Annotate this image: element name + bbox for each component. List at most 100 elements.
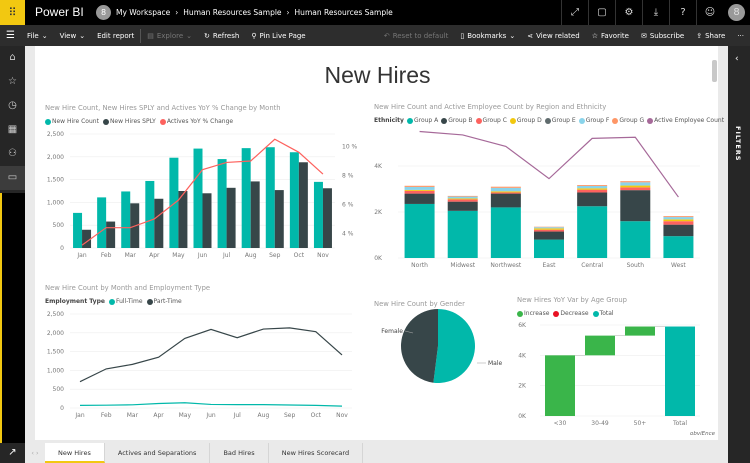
legend-label: Total — [599, 310, 614, 317]
view-related-label: View related — [536, 31, 580, 40]
favorite-label: Favorite — [600, 31, 629, 40]
legend-item[interactable]: Group G — [612, 117, 644, 124]
legend-item[interactable]: Increase — [517, 310, 549, 317]
help-icon[interactable]: ? — [669, 0, 696, 25]
chevron-left-icon[interactable]: ‹ — [735, 54, 739, 64]
tab-bad-hires[interactable]: Bad Hires — [210, 443, 269, 463]
legend-label: Decrease — [560, 310, 589, 317]
legend-label: Group G — [619, 117, 645, 124]
workspace-avatar: 8 — [96, 5, 111, 20]
legend-label: Group F — [585, 117, 610, 124]
fullscreen-icon[interactable]: ⤢ — [561, 0, 588, 25]
legend-item[interactable]: New Hire Count — [45, 118, 99, 125]
scrollbar[interactable] — [712, 60, 717, 82]
legend-item[interactable]: Group A — [406, 117, 439, 124]
tab-new-hires-scorecard[interactable]: New Hires Scorecard — [269, 443, 364, 463]
legend-item[interactable]: Group C — [475, 117, 507, 124]
filters-pane[interactable]: ‹ FILTERS — [728, 46, 750, 463]
tab-scroll-arrows[interactable]: ‹ › — [31, 449, 39, 457]
legend-item[interactable]: Total — [592, 310, 614, 317]
explore-menu[interactable]: ▤ Explore ⌄ — [147, 31, 193, 40]
legend-item[interactable]: Active Employee Count — [647, 117, 724, 124]
user-avatar[interactable]: 8 — [728, 4, 745, 21]
refresh-label: Refresh — [212, 31, 240, 40]
divider — [140, 28, 142, 43]
file-menu[interactable]: File ⌄ — [26, 31, 48, 40]
download-icon[interactable]: ⤓ — [642, 0, 669, 25]
legend-label: Full-Time — [115, 298, 143, 305]
undo-icon: ↶ — [383, 31, 390, 40]
comment-icon[interactable]: ▢ — [588, 0, 615, 25]
filters-label: FILTERS — [734, 126, 742, 162]
related-icon: ⋖ — [527, 31, 534, 40]
legend-label: Increase — [524, 310, 550, 317]
view-menu[interactable]: View ⌄ — [59, 31, 86, 40]
legend-item[interactable]: Part-Time — [146, 298, 182, 305]
chevron-right-icon: › — [175, 8, 179, 17]
legend-item[interactable]: Actives YoY % Change — [159, 118, 234, 125]
top-bar: ⠿ Power BI 8 My Workspace › Human Resourc… — [0, 0, 750, 25]
star-icon[interactable]: ☆ — [8, 76, 17, 87]
reset-to-default-button[interactable]: ↶ Reset to default — [384, 32, 449, 40]
legend-label: Group B — [448, 117, 473, 124]
legend-label: Actives YoY % Change — [166, 118, 234, 125]
share-button[interactable]: ⇪ Share — [696, 32, 725, 40]
file-label: File — [26, 31, 39, 40]
waffle-icon[interactable]: ⠿ — [0, 0, 25, 25]
view-related-button[interactable]: ⋖ View related — [527, 32, 579, 40]
expand-icon[interactable]: ↗ — [0, 443, 25, 463]
hamburger-icon[interactable]: ☰ — [6, 30, 15, 41]
legend-item[interactable]: Decrease — [553, 310, 589, 317]
view-label: View — [59, 31, 77, 40]
star-icon: ☆ — [591, 31, 598, 40]
chart1-legend: New Hire Count New Hires SPLY Actives Yo… — [45, 118, 233, 125]
reset-label: Reset to default — [392, 31, 449, 40]
breadcrumb-workspace[interactable]: My Workspace — [116, 8, 171, 17]
legend-label: Group E — [551, 117, 576, 124]
pin-icon: ⚲ — [251, 31, 257, 40]
explore-label: Explore — [156, 31, 184, 40]
bookmarks-menu[interactable]: ▯ Bookmarks ⌄ — [460, 31, 516, 40]
smiley-icon[interactable]: ☺ — [696, 0, 723, 25]
tab-new-hires[interactable]: New Hires — [45, 443, 105, 463]
legend-label: New Hires SPLY — [109, 118, 156, 125]
legend-label: Active Employee Count — [654, 117, 725, 124]
legend-item[interactable]: Full-Time — [108, 298, 143, 305]
legend-label: Group A — [413, 117, 439, 124]
chart2-title: New Hire Count and Active Employee Count… — [374, 103, 607, 111]
breadcrumb-report[interactable]: Human Resources Sample — [294, 8, 393, 17]
home-icon[interactable]: ⌂ — [9, 52, 16, 63]
workspaces-icon[interactable]: ▭ — [0, 166, 25, 190]
legend-title: Ethnicity — [374, 117, 404, 124]
favorite-button[interactable]: ☆ Favorite — [592, 32, 629, 40]
action-bar: ☰ File ⌄ View ⌄ Edit report ▤ Explore ⌄ ↻ Ref… — [0, 25, 750, 46]
chart4-title: New Hire Count by Gender — [374, 300, 465, 308]
obvience-logo: obviEnce — [690, 431, 716, 437]
bookmarks-label: Bookmarks — [467, 31, 507, 40]
breadcrumb-app[interactable]: Human Resources Sample — [183, 8, 282, 17]
refresh-button[interactable]: ↻ Refresh — [204, 32, 239, 40]
legend-label: Group C — [482, 117, 507, 124]
tab-actives-and-separations[interactable]: Actives and Separations — [105, 443, 211, 463]
pin-live-page-button[interactable]: ⚲ Pin Live Page — [251, 32, 305, 40]
page-tabs: ‹ › New Hires Actives and Separations Ba… — [25, 443, 728, 463]
shared-icon[interactable]: ⚇ — [8, 148, 17, 159]
legend-item[interactable]: Group F — [578, 117, 610, 124]
legend-item[interactable]: Group E — [544, 117, 576, 124]
legend-label: New Hire Count — [52, 118, 99, 125]
recent-icon[interactable]: ◷ — [8, 100, 17, 111]
pin-label: Pin Live Page — [259, 31, 306, 40]
subscribe-button[interactable]: ✉ Subscribe — [641, 32, 684, 40]
mail-icon: ✉ — [640, 31, 647, 40]
nav-spacer — [0, 193, 25, 443]
legend-item[interactable]: Group B — [441, 117, 473, 124]
legend-item[interactable]: New Hires SPLY — [102, 118, 156, 125]
apps-icon[interactable]: ▦ — [7, 124, 18, 135]
legend-item[interactable]: Group D — [509, 117, 542, 124]
refresh-icon: ↻ — [204, 31, 210, 40]
edit-report-button[interactable]: Edit report — [97, 31, 135, 40]
gear-icon[interactable]: ⚙ — [615, 0, 642, 25]
page-title: New Hires — [324, 62, 431, 88]
bookmark-icon: ▯ — [460, 31, 465, 40]
more-options-button[interactable]: ··· — [737, 31, 744, 40]
